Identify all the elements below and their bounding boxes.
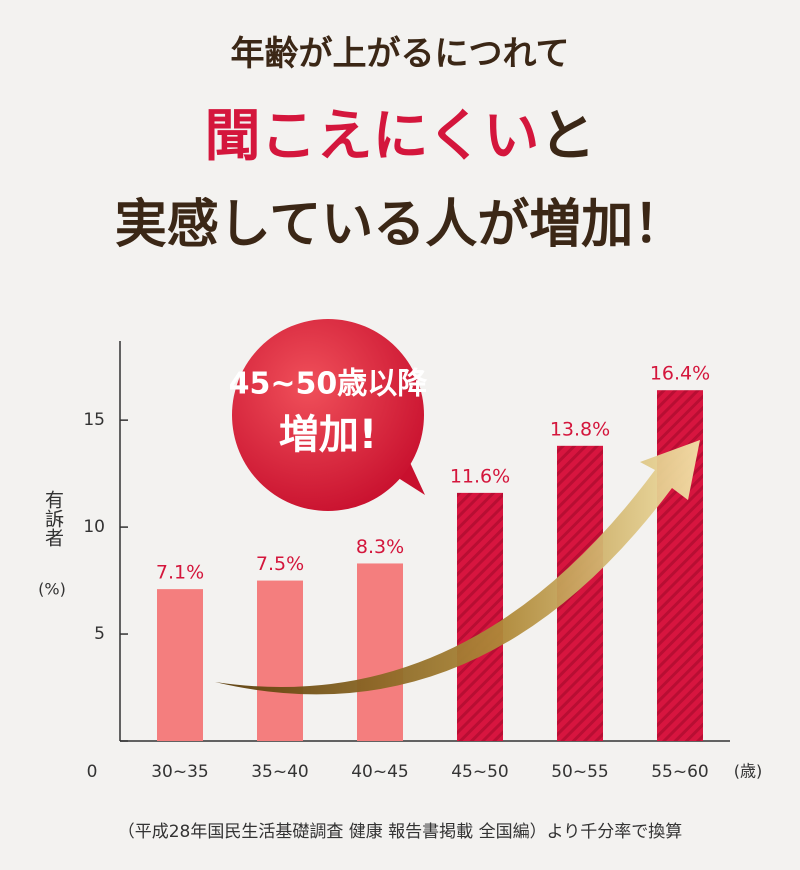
title-line: 聞こえにくいと [205,104,596,169]
y-axis-label: 有訴者 [42,490,64,547]
x-axis-unit: (歳) [734,762,763,781]
y-tick-label: 5 [94,624,105,644]
x-tick-label: 55~60 [651,762,709,782]
x-tick-label: 30~35 [151,762,209,782]
title-line: 年齢が上がるにつれて [231,34,570,74]
source-note: （平成28年国民生活基礎調査 健康 報告書掲載 全国編）より千分率で換算 [118,822,683,842]
x-tick-label: 35~40 [251,762,309,782]
value-label: 16.4% [650,363,710,385]
x-tick-label: 45~50 [451,762,509,782]
y-tick-label: 15 [83,410,105,430]
title-text: 年齢が上がるにつれて [231,34,570,74]
value-label: 7.5% [256,553,304,575]
x-tick-label: 40~45 [351,762,409,782]
callout: 45~50歳以降 増加! [229,319,429,511]
title-line: 実感している人が増加！ [115,195,685,255]
value-label: 8.3% [356,536,404,558]
value-label: 11.6% [450,465,510,487]
y-tick-label: 0 [87,762,98,782]
callout-text: 45~50歳以降 [229,367,429,402]
title-text: と [539,104,595,169]
y-axis-unit: (%) [38,580,66,599]
title-highlight: 聞こえにくい [205,104,540,169]
x-tick-label: 50~55 [551,762,609,782]
plot-area: 0 5 10 15 30~35 7.1% 35~40 7.5% 40~45 8.3% 45~50 11… [83,341,730,782]
trend-arrow [215,440,700,695]
bar [457,492,503,741]
bar [257,580,303,741]
value-label: 7.1% [156,562,204,584]
bar [157,589,203,741]
y-tick-label: 10 [83,517,105,537]
callout-text: 増加! [279,412,377,458]
title-text: 実感している人が増加！ [115,195,685,255]
value-label: 13.8% [550,418,610,440]
bar [357,563,403,741]
